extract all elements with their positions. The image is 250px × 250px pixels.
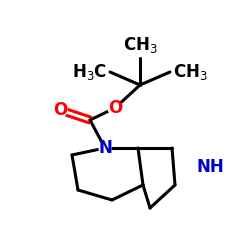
- Circle shape: [99, 142, 111, 154]
- Text: CH$_3$: CH$_3$: [122, 35, 158, 55]
- Text: NH: NH: [197, 158, 225, 176]
- Circle shape: [53, 103, 67, 117]
- Circle shape: [108, 101, 122, 115]
- Text: O: O: [53, 101, 67, 119]
- Text: N: N: [98, 139, 112, 157]
- Circle shape: [190, 157, 210, 177]
- Text: H$_3$C: H$_3$C: [72, 62, 107, 82]
- Text: O: O: [108, 99, 122, 117]
- Text: CH$_3$: CH$_3$: [173, 62, 208, 82]
